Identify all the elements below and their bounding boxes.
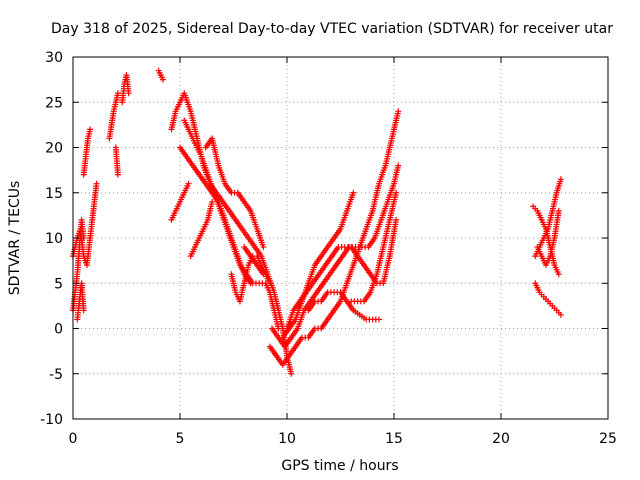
series-arc-8 [155,67,166,83]
y-tick-label: 25 [45,95,63,111]
series-arc-18 [269,162,402,350]
data-point [555,207,562,214]
series-arc-11 [177,144,254,287]
y-tick-label: 0 [54,322,63,338]
data-points [70,67,564,377]
x-tick-label: 15 [385,431,403,447]
data-point [159,76,166,83]
data-point [557,176,564,183]
y-tick-label: -5 [49,367,63,383]
series-arc-22 [348,189,400,305]
data-point [260,244,267,251]
data-point [185,180,192,187]
series-arc-25 [532,280,564,318]
series-arc-5 [106,90,121,142]
data-point [555,271,562,278]
series-arc-7 [112,144,121,178]
data-point [247,280,254,287]
x-tick-label: 25 [599,431,617,447]
data-point [376,316,383,323]
y-tick-label: 30 [45,50,63,66]
x-tick-label: 10 [278,431,296,447]
series-arc-3 [74,280,87,323]
axis-ticks [72,56,609,420]
series-arc-12 [168,180,192,223]
chart-title: Day 318 of 2025, Sidereal Day-to-day VTE… [51,21,613,37]
data-point [114,171,121,178]
y-tick-label: 15 [45,186,63,202]
data-point [350,189,357,196]
x-tick-label: 0 [69,431,78,447]
series-arc-14 [202,135,267,251]
grid-lines [73,57,608,419]
y-tick-label: 5 [54,276,63,292]
data-point [266,280,273,287]
data-point [395,162,402,169]
series-arc-16 [241,244,267,278]
series-arc-21 [305,289,383,323]
y-axis-label: SDTVAR / TECUs [7,181,23,296]
y-tick-label: -10 [40,412,63,428]
series-arc-20 [284,216,400,332]
data-point [275,325,282,332]
series-arc-10 [181,117,282,332]
series-arc-13 [187,198,216,260]
series-arc-2 [70,180,100,269]
data-point [260,271,267,278]
data-point [80,307,87,314]
data-point [209,198,216,205]
data-point [114,90,121,97]
data-point [125,90,132,97]
tick-labels: 0 5 10 15 20 25 -10 -5 0 5 10 15 20 25 30 [40,50,617,447]
series-arc-24 [532,176,564,260]
data-point [87,126,94,133]
x-tick-label: 5 [176,431,185,447]
data-point [393,189,400,196]
series-arc-26 [534,207,562,269]
y-tick-label: 20 [45,141,63,157]
data-point [557,311,564,318]
y-tick-label: 10 [45,231,63,247]
data-point [93,180,100,187]
data-point [288,370,295,377]
data-point [393,216,400,223]
x-axis-label: GPS time / hours [281,458,398,474]
series-arc-4 [80,126,94,178]
data-point [395,108,402,115]
x-tick-label: 20 [492,431,510,447]
series-arc-6 [119,72,132,106]
